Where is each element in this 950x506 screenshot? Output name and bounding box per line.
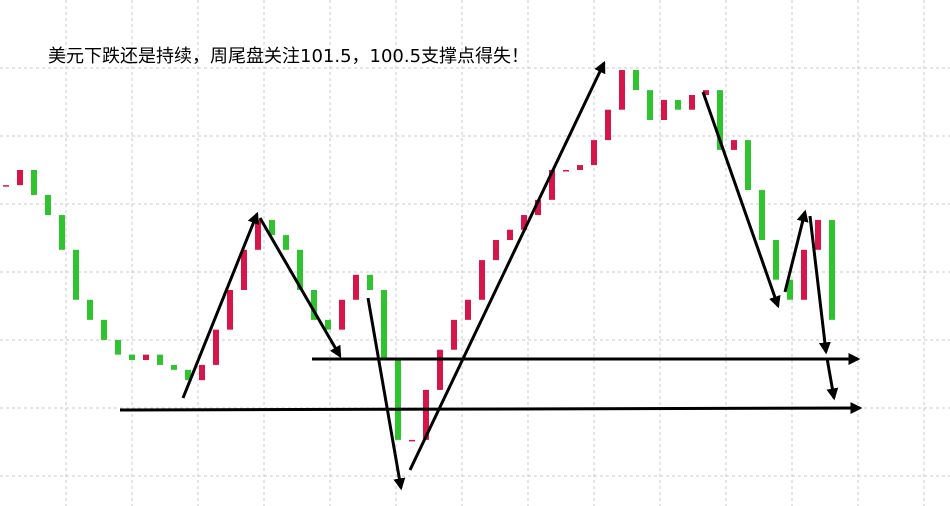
candle-body [661,99,667,121]
candle-body [437,349,443,390]
candle-body [255,219,261,250]
candle-body [199,364,205,381]
candle-body [619,70,625,110]
candle-body [311,289,317,320]
candle-body [759,190,765,241]
trend-arrow [408,60,606,471]
candle-body [395,360,401,440]
trend-arrow [258,217,342,359]
candle-body [409,439,415,442]
candle-body [143,354,149,361]
candles [3,70,835,442]
candle-body [773,240,779,280]
candle-body [283,235,289,250]
candle-body [3,185,9,187]
candle-body [493,240,499,261]
annotations [119,60,863,491]
candle-body [185,369,191,381]
candle-body [325,319,331,330]
candle-body [647,90,653,121]
trend-arrow [825,357,839,401]
chart-title: 美元下跌还是持续，周尾盘关注101.5，100.5支撑点得失！ [48,46,529,67]
candle-body [563,169,569,172]
trend-arrow [808,215,831,355]
candle-body [507,229,513,241]
candle-body [101,319,107,340]
candle-body [129,354,135,361]
candle-body [521,215,527,230]
candle-body [45,194,51,216]
candle-body [591,140,597,166]
candle-body [801,249,807,300]
candle-body [465,299,471,320]
candle-body [241,249,247,290]
candle-body [269,219,275,236]
candle-body [297,249,303,290]
candle-body [829,219,835,320]
candle-body [451,319,457,350]
trend-arrow [366,297,406,491]
candle-body [157,354,163,365]
candle-body [731,140,737,150]
candle-body [367,274,373,290]
candle-body [633,70,639,91]
candle-body [549,169,555,200]
candle-body [423,389,429,440]
candle-body [115,339,121,355]
candle-body [17,169,23,186]
candle-body [675,99,681,110]
candle-body [745,140,751,191]
candle-body [227,289,233,330]
candle-body [59,215,65,250]
trend-arrow [783,209,809,293]
candle-body [171,364,177,370]
candle-body [577,165,583,170]
candle-body [87,299,93,320]
candle-body [213,329,219,365]
trend-arrow [701,91,781,309]
candle-body [717,90,723,150]
candle-body [353,274,359,300]
candle-body [381,289,387,361]
candle-body [73,249,79,300]
support-arrow [119,402,863,415]
candle-body [339,299,345,330]
candle-body [605,109,611,141]
trend-arrow [181,211,259,399]
candle-body [479,260,485,300]
candle-body [787,279,793,300]
candle-body [689,95,695,110]
candle-body [31,169,37,195]
candle-body [815,219,821,250]
candle-body [703,90,709,96]
candle-body [535,199,541,216]
